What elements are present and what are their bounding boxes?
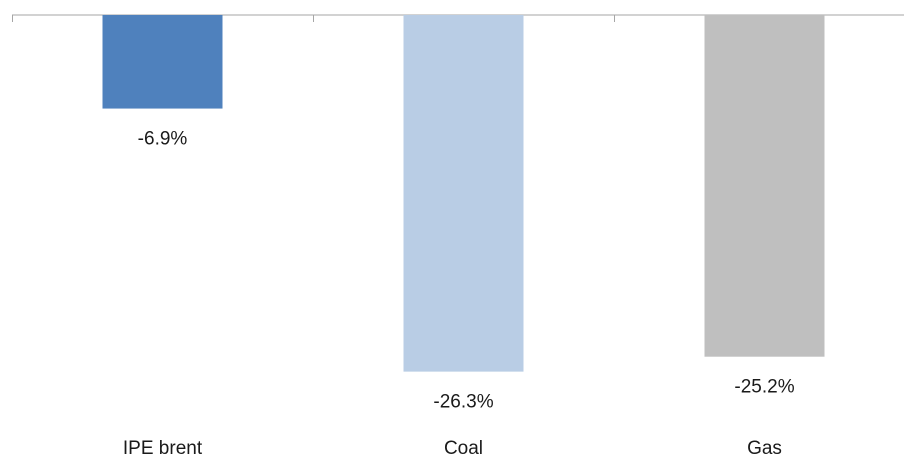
data-label: -6.9%: [138, 129, 188, 150]
category-label: Gas: [747, 438, 782, 457]
bars: [102, 15, 825, 372]
bar-coal: [403, 15, 524, 372]
category-labels: IPE brent Coal Gas: [123, 438, 782, 457]
category-label: Coal: [444, 438, 483, 457]
category-label: IPE brent: [123, 438, 203, 457]
bar-gas: [704, 15, 825, 357]
data-label: -26.3%: [433, 392, 493, 413]
data-labels: -6.9% -26.3% -25.2%: [138, 129, 795, 413]
bar-ipe-brent: [102, 15, 223, 109]
data-label: -25.2%: [734, 377, 794, 398]
